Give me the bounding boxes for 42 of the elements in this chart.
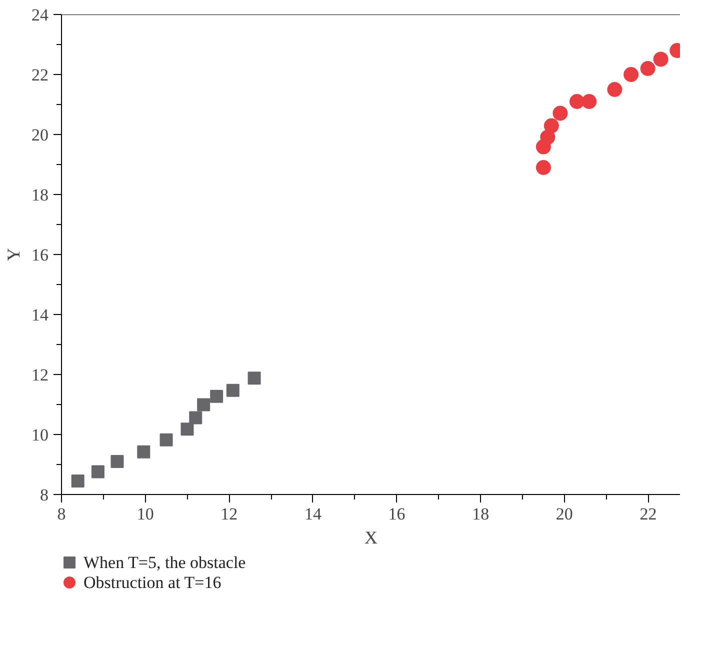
point xyxy=(197,398,210,412)
point xyxy=(607,82,622,97)
x-tick-label: 8 xyxy=(57,504,66,524)
y-tick-label: 8 xyxy=(40,486,48,504)
x-tick-label: 18 xyxy=(472,504,490,524)
y-tick-label: 16 xyxy=(32,246,48,264)
y-tick-label: 10 xyxy=(32,426,48,444)
point xyxy=(653,52,668,67)
point xyxy=(110,455,124,468)
x-tick-label: 22 xyxy=(640,504,657,524)
x-tick-label: 16 xyxy=(388,504,406,524)
point xyxy=(544,118,559,134)
point xyxy=(536,160,551,175)
y-tick-label: 14 xyxy=(32,306,49,324)
point xyxy=(210,390,224,403)
point xyxy=(582,94,597,109)
point xyxy=(540,130,556,145)
legend-label: Obstruction at T=16 xyxy=(84,573,222,592)
point xyxy=(189,411,202,424)
point xyxy=(248,372,261,385)
point xyxy=(137,445,150,458)
y-tick-label: 24 xyxy=(32,6,49,24)
x-tick-label: 20 xyxy=(556,504,573,524)
x-tick-label: 14 xyxy=(304,504,322,524)
y-tick-label: 20 xyxy=(32,126,48,144)
point xyxy=(569,94,584,109)
point xyxy=(624,67,639,82)
x-tick-label: 12 xyxy=(220,504,238,524)
point xyxy=(640,61,656,76)
point xyxy=(160,433,173,446)
y-tick-label: 12 xyxy=(32,366,48,384)
legend-label: When T=5, the obstacle xyxy=(84,553,246,572)
y-tick-label: 22 xyxy=(32,66,48,84)
y-axis-title: Y xyxy=(4,248,24,261)
point xyxy=(91,465,104,478)
point xyxy=(180,422,194,436)
x-tick-label: 10 xyxy=(136,504,154,524)
x-axis-title: X xyxy=(364,528,378,548)
y-tick-label: 18 xyxy=(32,186,48,204)
point xyxy=(552,106,568,121)
point xyxy=(226,384,240,397)
point xyxy=(71,474,84,488)
